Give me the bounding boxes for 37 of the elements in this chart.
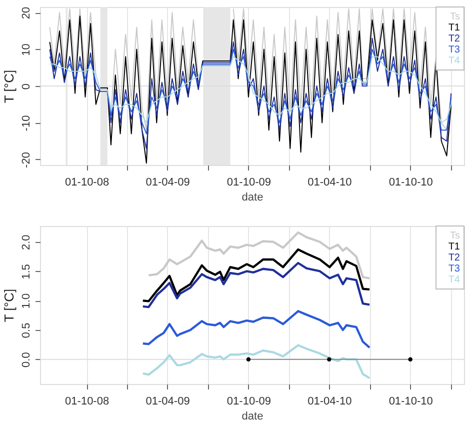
text: T1 bbox=[448, 22, 460, 34]
y-tick-label: -10 bbox=[20, 115, 32, 132]
x-tick-label: 01-10-08 bbox=[65, 176, 110, 188]
line-series bbox=[142, 262, 371, 308]
y-tick-label: -20 bbox=[20, 152, 32, 168]
text: T1 bbox=[448, 242, 460, 252]
text: T3 bbox=[448, 44, 460, 56]
line-series bbox=[148, 231, 371, 280]
y-tick-label: 0.5 bbox=[20, 322, 32, 338]
x-axis-title: date bbox=[242, 410, 264, 422]
y-tick-label: 1.0 bbox=[20, 293, 32, 309]
x-tick-label: 01-10-10 bbox=[388, 176, 433, 188]
y-tick-label: 20 bbox=[20, 6, 32, 20]
y-axis-title: T [°C] bbox=[2, 288, 16, 322]
y-tick-label: 0 bbox=[20, 83, 32, 90]
line-series bbox=[142, 310, 371, 349]
x-tick-label: 01-10-09 bbox=[226, 176, 271, 188]
text: T2 bbox=[448, 252, 460, 264]
text: T4 bbox=[448, 56, 460, 66]
x-tick-label: 01-04-10 bbox=[308, 176, 352, 188]
text: T4 bbox=[448, 274, 460, 286]
text: T3 bbox=[448, 264, 460, 274]
x-tick-label: 01-10-09 bbox=[226, 396, 271, 408]
x-tick-label: 01-10-08 bbox=[65, 396, 110, 408]
x-tick-label: 01-04-09 bbox=[146, 176, 190, 188]
line-series bbox=[142, 344, 371, 380]
x-axis-title: date bbox=[242, 192, 264, 204]
y-tick-label: 0.0 bbox=[20, 352, 32, 368]
x-tick-label: 01-04-10 bbox=[308, 396, 352, 408]
x-tick-label: 01-04-09 bbox=[146, 396, 190, 408]
y-tick-label: 2.0 bbox=[20, 234, 32, 250]
y-tick-label: 1.5 bbox=[20, 264, 32, 280]
line-series bbox=[142, 248, 371, 302]
y-tick-label: 10 bbox=[20, 44, 32, 56]
y-axis-title: T [°C] bbox=[2, 70, 16, 104]
text: T2 bbox=[448, 34, 460, 44]
x-tick-label: 01-10-10 bbox=[388, 396, 433, 408]
